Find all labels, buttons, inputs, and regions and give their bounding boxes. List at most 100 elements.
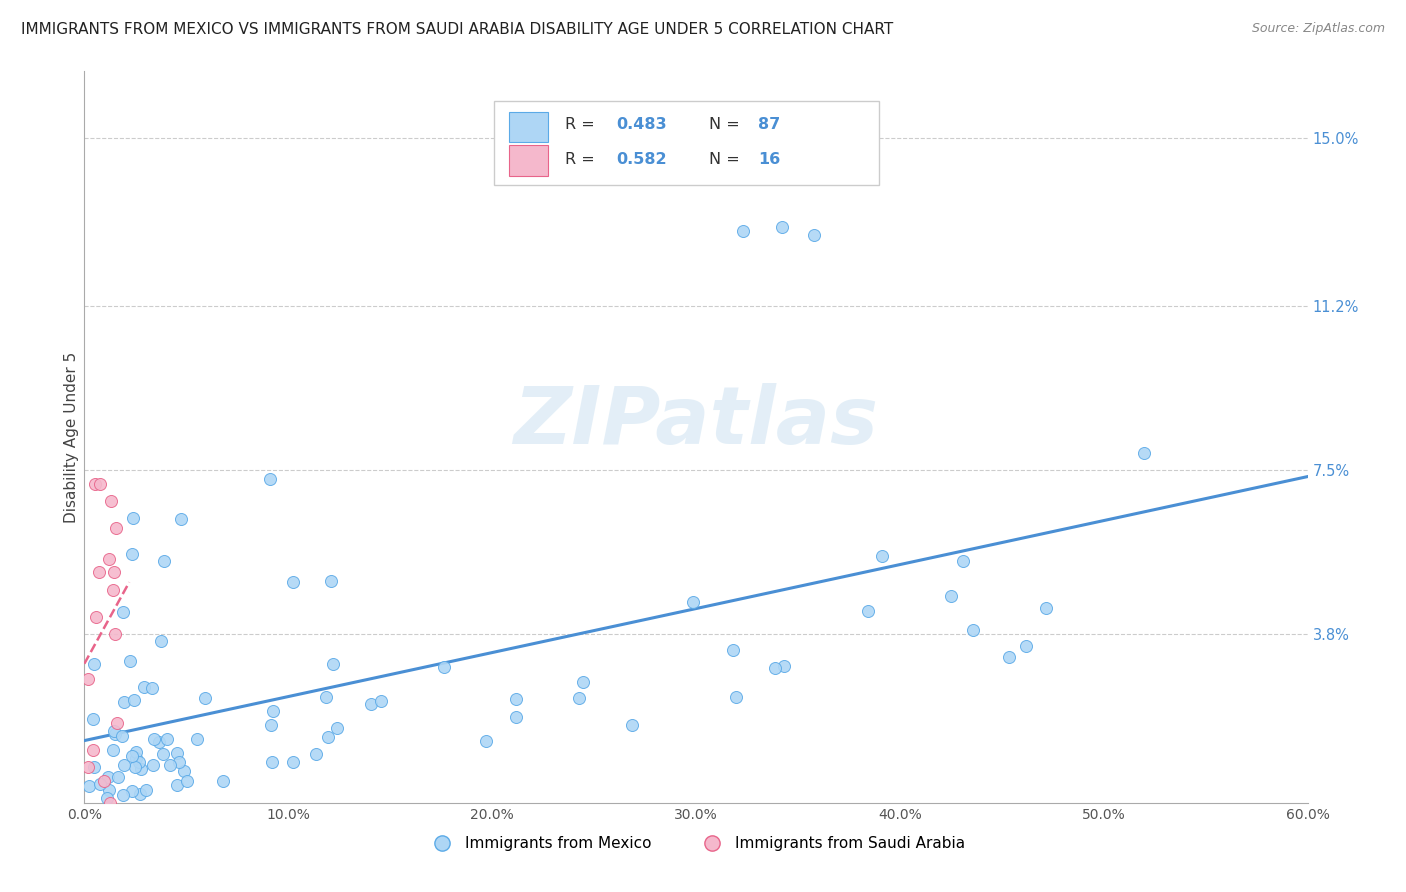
Point xyxy=(159,758,181,772)
Point xyxy=(82,742,104,756)
Point xyxy=(89,476,111,491)
Point xyxy=(360,697,382,711)
Point xyxy=(132,680,155,694)
Text: 0.582: 0.582 xyxy=(616,153,666,168)
Point xyxy=(148,735,170,749)
Point xyxy=(803,228,825,243)
Point xyxy=(319,574,342,589)
Point xyxy=(194,691,217,706)
FancyBboxPatch shape xyxy=(494,101,880,185)
Text: IMMIGRANTS FROM MEXICO VS IMMIGRANTS FROM SAUDI ARABIA DISABILITY AGE UNDER 5 CO: IMMIGRANTS FROM MEXICO VS IMMIGRANTS FRO… xyxy=(21,22,893,37)
Point xyxy=(212,773,235,788)
Point xyxy=(121,784,143,798)
Point xyxy=(152,747,174,761)
Point xyxy=(100,796,122,810)
Point xyxy=(104,727,127,741)
Point xyxy=(571,675,593,690)
Point xyxy=(326,721,349,735)
Point xyxy=(939,589,962,603)
Point xyxy=(98,783,121,797)
Point xyxy=(128,755,150,769)
Point xyxy=(121,748,143,763)
Point xyxy=(316,730,339,744)
Point xyxy=(121,547,143,561)
Point xyxy=(103,582,125,597)
Point xyxy=(725,690,748,704)
Bar xyxy=(509,112,548,143)
Point xyxy=(111,605,134,619)
Point xyxy=(76,672,98,686)
Point xyxy=(93,773,115,788)
Point xyxy=(962,623,984,637)
Point xyxy=(262,704,284,718)
Y-axis label: Disability Age Under 5: Disability Age Under 5 xyxy=(63,351,79,523)
Point xyxy=(505,710,527,724)
Point xyxy=(100,494,122,508)
Point xyxy=(129,787,152,801)
Point xyxy=(1133,445,1156,459)
Point xyxy=(723,643,745,657)
Text: N =: N = xyxy=(710,153,745,168)
Text: R =: R = xyxy=(565,153,600,168)
Legend: Immigrants from Mexico, Immigrants from Saudi Arabia: Immigrants from Mexico, Immigrants from … xyxy=(420,830,972,857)
Point xyxy=(322,657,344,671)
Text: 16: 16 xyxy=(758,153,780,168)
Point xyxy=(772,659,794,673)
Text: R =: R = xyxy=(565,117,600,132)
Bar xyxy=(509,145,548,176)
Point xyxy=(870,549,893,564)
Point xyxy=(186,732,208,747)
Point xyxy=(1035,601,1057,615)
Point xyxy=(83,476,105,491)
Text: 87: 87 xyxy=(758,117,780,132)
Point xyxy=(259,472,281,486)
Point xyxy=(731,224,754,238)
Point xyxy=(283,575,305,590)
Point xyxy=(87,566,110,580)
Point xyxy=(568,691,591,706)
Point xyxy=(166,746,188,760)
Point xyxy=(122,692,145,706)
Point xyxy=(260,718,283,732)
Point xyxy=(76,760,98,774)
Point xyxy=(103,724,125,739)
Point xyxy=(105,716,128,731)
Point xyxy=(82,712,104,726)
Point xyxy=(998,649,1021,664)
Point xyxy=(315,690,337,704)
Point xyxy=(104,521,127,535)
Point xyxy=(150,634,173,648)
Point xyxy=(856,603,879,617)
Point xyxy=(97,770,120,784)
Text: 0.483: 0.483 xyxy=(616,117,666,132)
Point xyxy=(125,745,148,759)
Point xyxy=(304,747,326,761)
Point xyxy=(98,552,121,566)
Point xyxy=(89,777,111,791)
Point xyxy=(83,760,105,774)
Point xyxy=(111,729,134,743)
Point xyxy=(129,762,152,776)
Point xyxy=(170,511,193,525)
Point xyxy=(122,510,145,524)
Point xyxy=(77,779,100,793)
Point xyxy=(475,734,498,748)
Point xyxy=(169,756,191,770)
Point xyxy=(143,732,166,747)
Point xyxy=(107,770,129,784)
Point xyxy=(765,660,787,674)
Point xyxy=(83,657,105,671)
Point xyxy=(120,654,142,668)
Point xyxy=(153,554,176,568)
Point xyxy=(156,732,179,747)
Point xyxy=(84,609,107,624)
Point xyxy=(141,681,163,695)
Point xyxy=(125,751,148,765)
Point xyxy=(142,757,165,772)
Text: Source: ZipAtlas.com: Source: ZipAtlas.com xyxy=(1251,22,1385,36)
Point xyxy=(682,595,704,609)
Point xyxy=(112,758,135,772)
Point xyxy=(103,566,125,580)
Point xyxy=(173,764,195,778)
Point xyxy=(96,790,118,805)
